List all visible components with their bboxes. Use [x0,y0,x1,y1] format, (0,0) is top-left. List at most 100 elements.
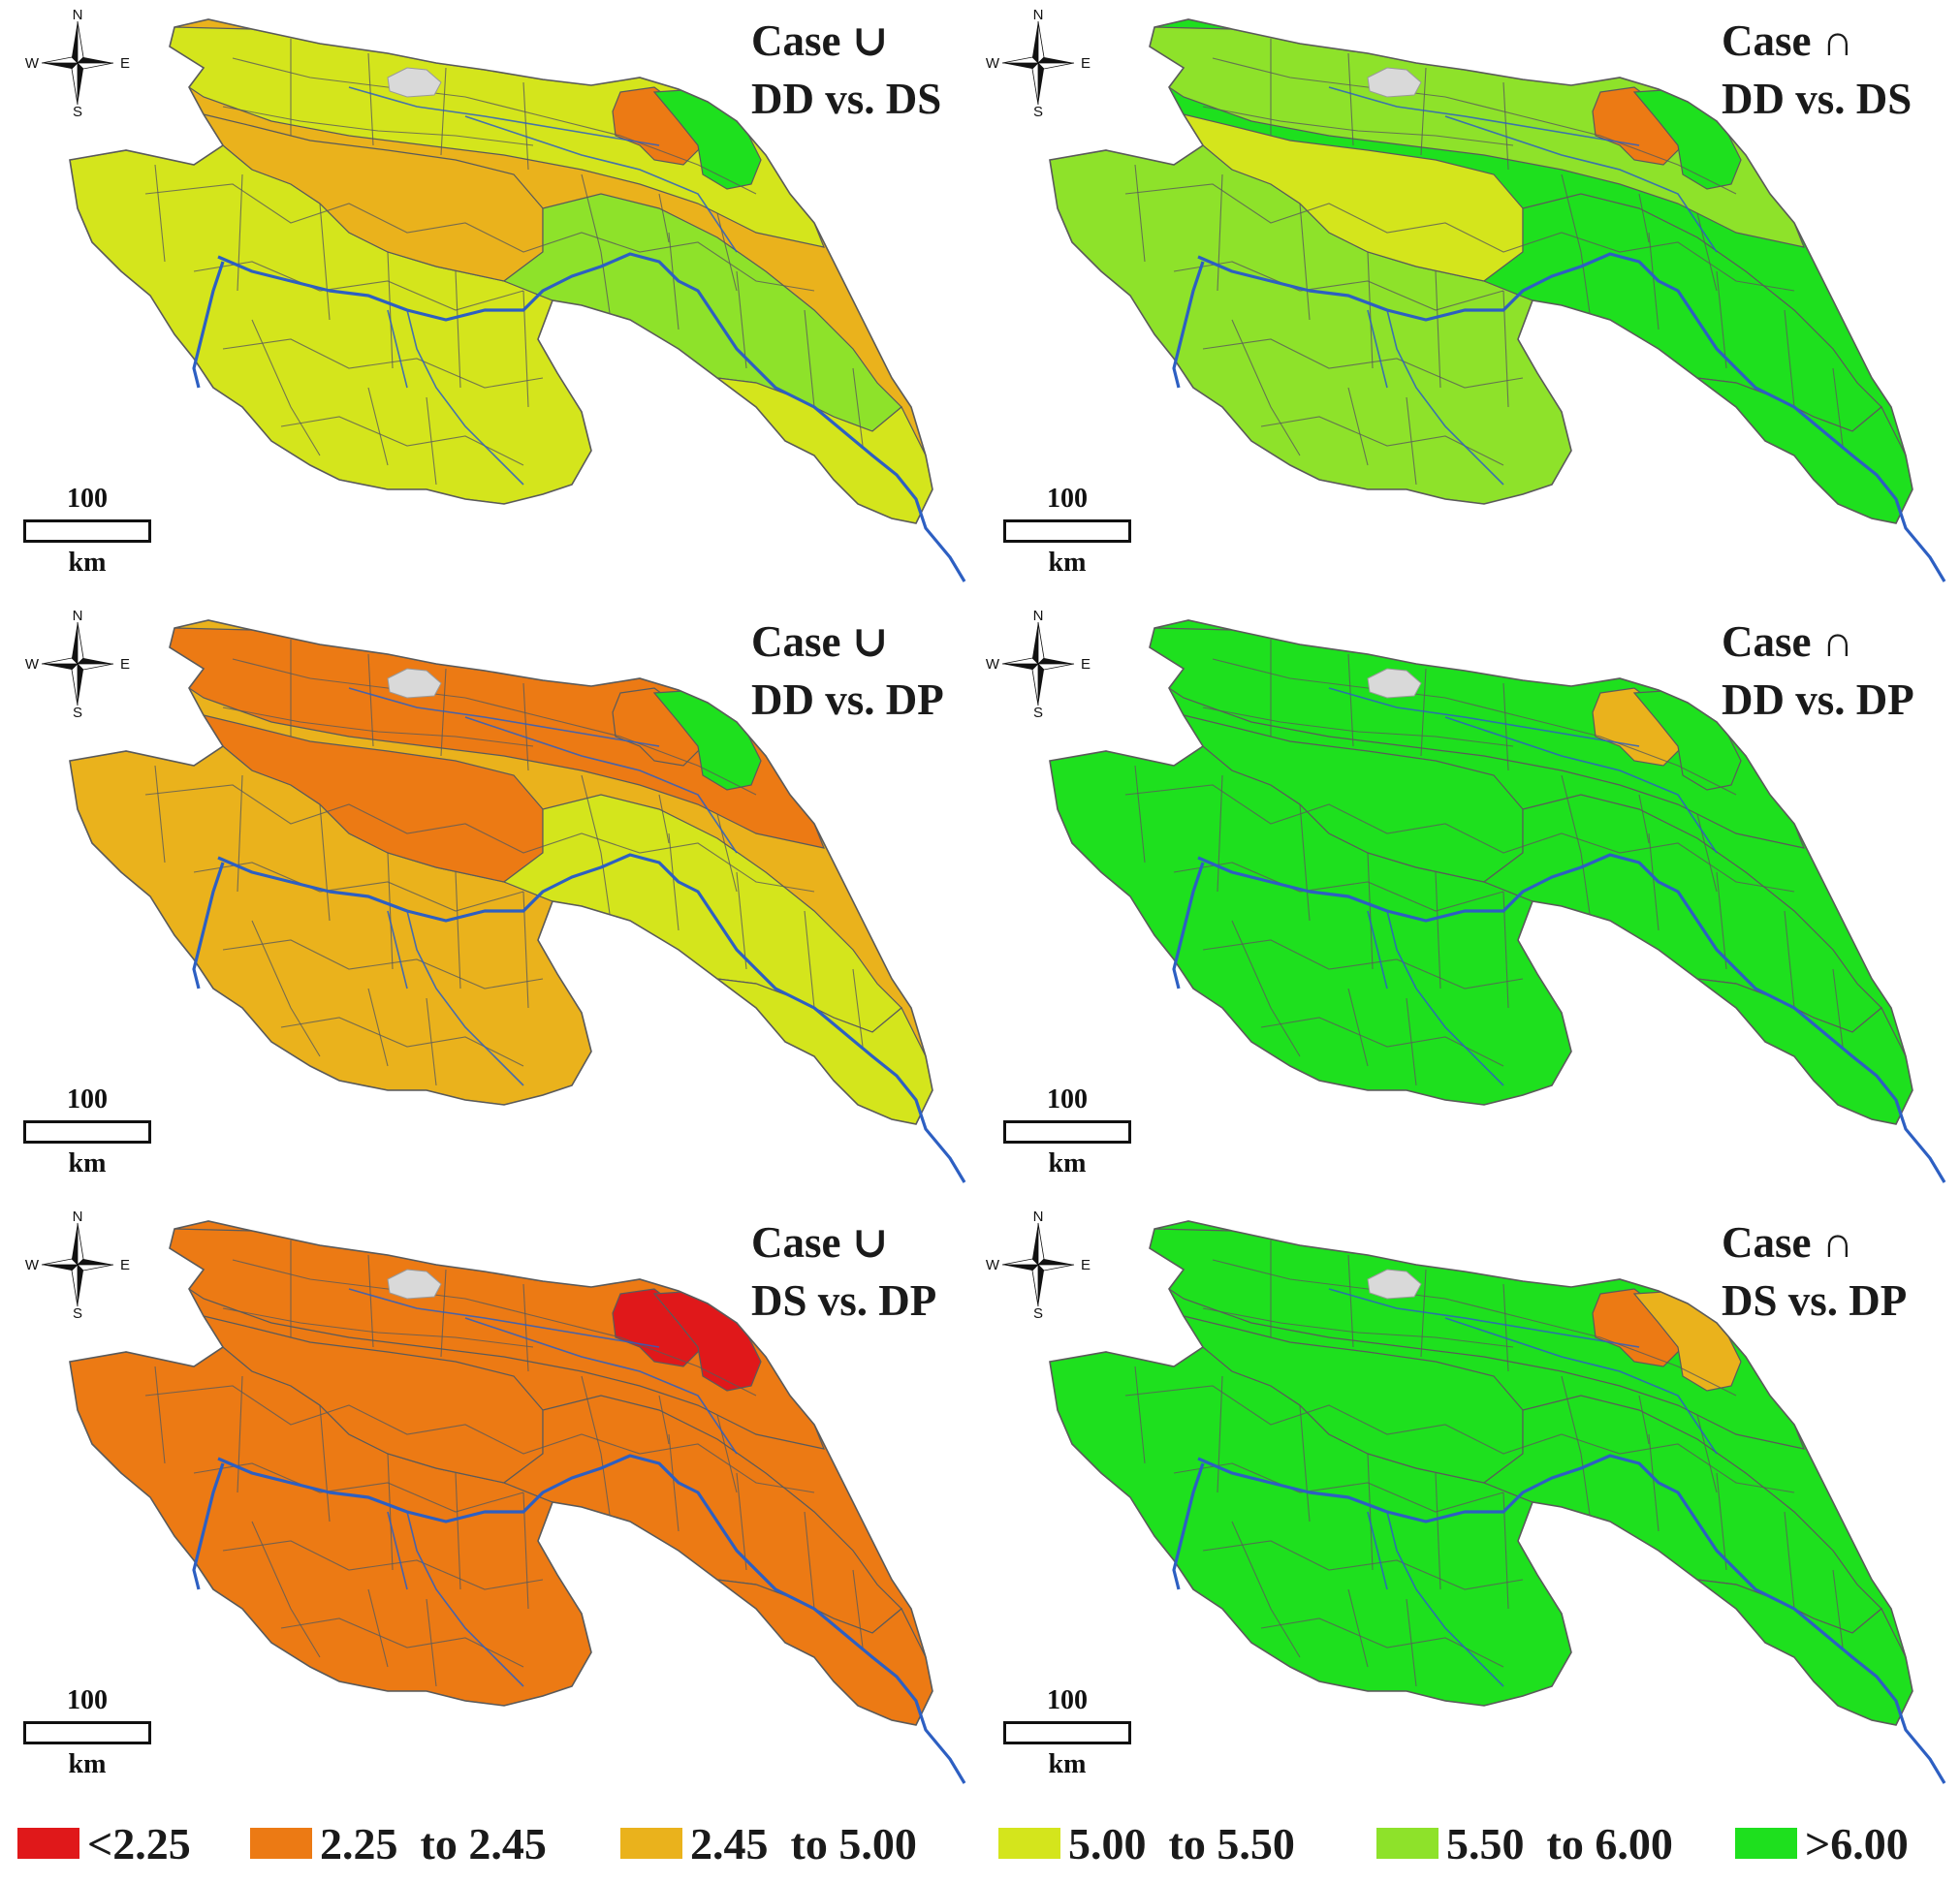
panel-intersection-ds-vs-dp: N S E W Case ∩ DS vs. DP 100 km [980,1202,1960,1803]
subbasin-boundary [600,832,864,1048]
lake [1367,67,1422,98]
subbasin-boundary [1561,1375,1718,1493]
scale-value: 100 [67,1084,108,1115]
scale-bar: 100 km [999,1686,1135,1779]
panel-title-line2: DD vs. DS [1722,75,1913,123]
subbasin-boundary [581,1375,738,1493]
subbasin-boundary [1134,765,1509,1009]
compass-s: S [1033,705,1043,717]
tributary [1367,1511,1388,1590]
tributary [1386,1511,1504,1687]
subbasin-boundary [193,862,524,912]
lake [1367,1269,1422,1300]
legend-item-2-45-5-00: 2.45 to 5.00 [620,1814,917,1872]
lake [387,1269,442,1300]
subbasin-boundary [1202,1307,1514,1348]
basin-outline [69,18,933,524]
panel-title-line2: DD vs. DP [751,675,944,724]
subbasin-boundary [1202,1540,1524,1590]
tributary [348,687,660,747]
scale-unit: km [68,548,107,578]
tributary [1386,309,1504,486]
subbasin-boundary [1270,640,1509,771]
tributary [464,716,738,854]
panel-title-line1: Case ∪ [751,16,889,65]
basin-map [1049,18,1946,582]
legend-item-gt-6-00: >6.00 [1735,1814,1909,1872]
compass-s: S [73,1305,82,1318]
subbasin-boundary [1580,232,1844,447]
main-river [192,252,966,582]
main-river [1172,853,1946,1183]
compass-w: W [25,1257,40,1273]
scale-bar: 100 km [19,1686,155,1779]
subbasin-boundary [1173,1462,1504,1513]
legend-swatch [620,1828,682,1859]
tributary [1444,115,1718,253]
lake [387,67,442,98]
compass-w: W [986,656,1000,673]
subbasin-boundary [251,920,437,1086]
subbasin-boundary [1561,173,1718,292]
scale-bar-rect [1003,519,1131,543]
subbasin-boundary [144,784,815,893]
scale-value: 100 [1047,484,1088,514]
compass-w: W [25,55,40,72]
subbasin-boundary [144,183,815,292]
compass-n: N [1033,611,1044,624]
legend-label: >6.00 [1805,1818,1909,1868]
subbasin-boundary [290,1240,529,1372]
subbasin-boundary [1231,1521,1417,1687]
tributary [387,910,408,989]
panel-intersection-dd-vs-dp: N S E W Case ∩ DD vs. DP 100 km [980,601,1960,1202]
legend-swatch [250,1828,312,1859]
subbasin-boundary [1231,920,1417,1086]
panel-title-line2: DD vs. DP [1722,675,1914,724]
subbasin-boundary [1134,1366,1509,1610]
legend-item-2-25-2-45: 2.25 to 2.45 [250,1814,547,1872]
tributary [1444,716,1718,854]
subbasin-boundary [1212,57,1737,195]
subbasin-boundary [1173,862,1504,912]
basin-outline [1049,1220,1913,1726]
legend-label: 2.25 to 2.45 [320,1818,547,1868]
subbasin-boundary [1202,338,1524,389]
compass-n: N [73,1211,83,1225]
subbasin-boundary [1270,1240,1509,1372]
subbasin-boundary [222,1540,544,1590]
subbasin-boundary [144,1385,815,1493]
legend-swatch [1376,1828,1438,1859]
basin-outline [69,619,933,1125]
tributary [387,1511,408,1590]
compass-s: S [73,705,82,717]
basin-outline [1049,18,1913,524]
panel-title-line2: DS vs. DP [1722,1276,1908,1325]
scale-bar: 100 km [999,1085,1135,1178]
subbasin-boundary [1561,774,1718,893]
subbasin-boundary [600,1433,864,1648]
tributary [406,309,524,486]
scale-value: 100 [67,1685,108,1715]
subbasin-boundary [1124,1385,1795,1493]
tributary [1386,910,1504,1086]
scale-bar-rect [1003,1120,1131,1144]
scale-bar-rect [23,1120,151,1144]
subbasin-boundary [251,319,437,486]
panel-union-ds-vs-dp: N S E W Case ∪ DS vs. DP 100 km [0,1202,980,1803]
main-river [192,1454,966,1784]
tributary [464,115,738,253]
subbasin-boundary [1202,706,1514,747]
basin-map [69,18,966,582]
subbasin-boundary [154,164,529,408]
scale-bar-rect [1003,1721,1131,1744]
tributary [1328,86,1640,146]
compass-e: E [120,1257,130,1273]
subbasin-boundary [232,1259,757,1397]
scale-bar: 100 km [19,1085,155,1178]
subbasin-boundary [193,261,524,311]
basin-map [69,619,966,1183]
panel-union-dd-vs-dp: N S E W Case ∪ DD vs. DP 100 km [0,601,980,1202]
subbasin-boundary [222,939,544,989]
scale-bar: 100 km [999,485,1135,578]
legend-label: <2.25 [87,1818,191,1868]
